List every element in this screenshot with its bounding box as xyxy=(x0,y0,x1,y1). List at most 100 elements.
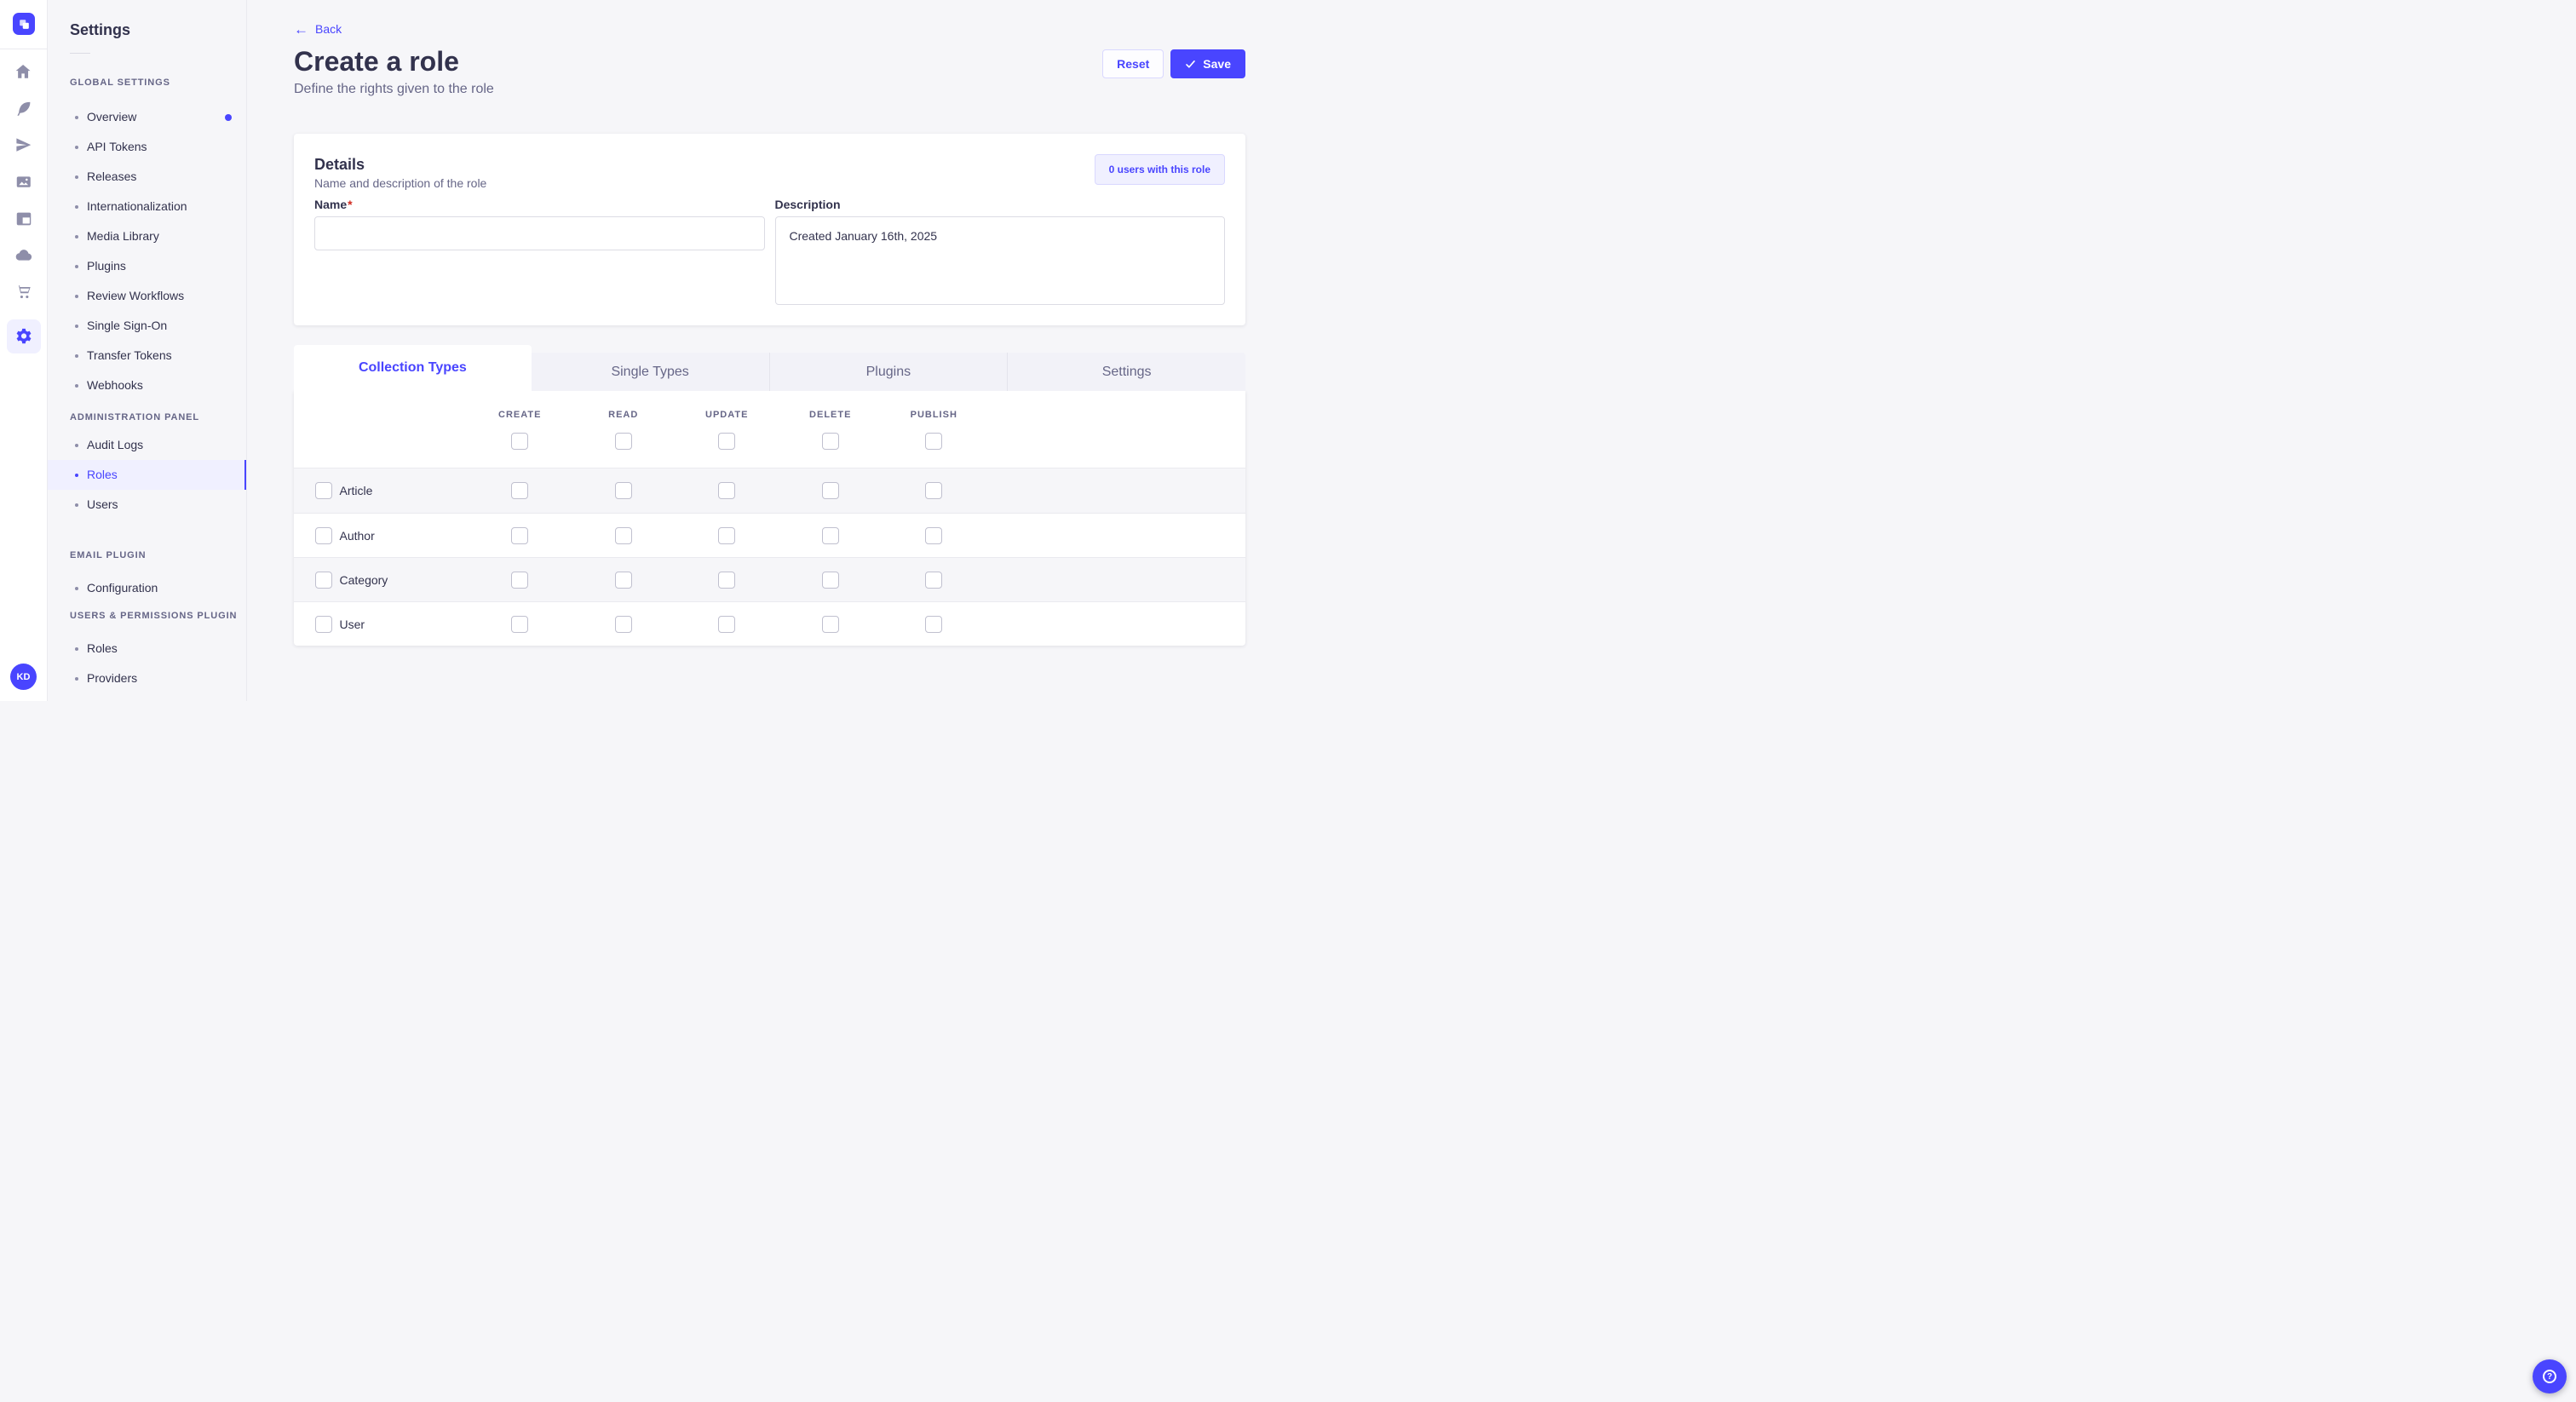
name-label: Name* xyxy=(314,198,765,210)
permissions-tabs: Collection TypesSingle TypesPluginsSetti… xyxy=(294,345,1245,391)
back-arrow-icon: ← xyxy=(294,22,308,37)
avatar[interactable]: KD xyxy=(10,664,37,690)
sidebar-item-single-sign-on[interactable]: Single Sign-On xyxy=(48,311,246,341)
author-row-checkbox[interactable] xyxy=(315,527,332,544)
description-field[interactable]: Created January 16th, 2025 xyxy=(775,216,1226,305)
select-all-create-checkbox[interactable] xyxy=(511,433,528,450)
sidebar-item-providers[interactable]: Providers xyxy=(48,664,246,693)
layout-icon[interactable] xyxy=(14,210,33,228)
category-read-checkbox[interactable] xyxy=(615,572,632,589)
page-title: Create a role xyxy=(294,44,494,78)
author-delete-checkbox[interactable] xyxy=(822,527,839,544)
tab-single-types[interactable]: Single Types xyxy=(532,353,769,391)
home-icon[interactable] xyxy=(14,63,33,82)
column-header-delete: DELETE xyxy=(809,410,851,421)
back-link[interactable]: ← Back xyxy=(294,20,342,37)
user-delete-checkbox[interactable] xyxy=(822,616,839,633)
details-title: Details xyxy=(314,154,486,175)
author-publish-checkbox[interactable] xyxy=(925,527,942,544)
select-all-read-checkbox[interactable] xyxy=(615,433,632,450)
sidebar-item-label: Plugins xyxy=(87,259,126,273)
sidebar-section-header: EMAIL PLUGIN xyxy=(70,550,246,561)
main-content: ← Back Create a role Define the rights g… xyxy=(247,0,1288,701)
bullet-icon xyxy=(75,647,78,651)
category-update-checkbox[interactable] xyxy=(718,572,735,589)
sidebar-item-releases[interactable]: Releases xyxy=(48,162,246,192)
sidebar-item-label: Media Library xyxy=(87,229,159,244)
sidebar-title: Settings xyxy=(70,19,246,41)
users-with-role-badge[interactable]: 0 users with this role xyxy=(1095,154,1225,185)
user-row-checkbox[interactable] xyxy=(315,616,332,633)
cart-icon[interactable] xyxy=(14,283,33,302)
category-delete-checkbox[interactable] xyxy=(822,572,839,589)
name-field[interactable] xyxy=(314,216,765,250)
bullet-icon xyxy=(75,587,78,590)
bullet-icon xyxy=(75,474,78,477)
sidebar-item-internationalization[interactable]: Internationalization xyxy=(48,192,246,221)
article-create-checkbox[interactable] xyxy=(511,482,528,499)
tab-collection-types[interactable]: Collection Types xyxy=(294,345,532,391)
tab-settings[interactable]: Settings xyxy=(1007,353,1245,391)
category-create-checkbox[interactable] xyxy=(511,572,528,589)
description-label: Description xyxy=(775,198,1226,210)
article-update-checkbox[interactable] xyxy=(718,482,735,499)
sidebar-item-roles[interactable]: Roles xyxy=(48,460,246,490)
category-row-checkbox[interactable] xyxy=(315,572,332,589)
save-button[interactable]: Save xyxy=(1170,49,1245,78)
select-all-update-checkbox[interactable] xyxy=(718,433,735,450)
user-read-checkbox[interactable] xyxy=(615,616,632,633)
page-subtitle: Define the rights given to the role xyxy=(294,80,494,99)
sidebar-item-media-library[interactable]: Media Library xyxy=(48,221,246,251)
category-publish-checkbox[interactable] xyxy=(925,572,942,589)
sidebar-item-label: Transfer Tokens xyxy=(87,348,172,363)
media-icon[interactable] xyxy=(14,173,33,192)
reset-button[interactable]: Reset xyxy=(1102,49,1164,78)
cloud-icon[interactable] xyxy=(14,246,33,265)
sidebar-item-audit-logs[interactable]: Audit Logs xyxy=(48,430,246,460)
author-update-checkbox[interactable] xyxy=(718,527,735,544)
notification-dot-icon xyxy=(225,114,232,121)
help-button[interactable]: ? xyxy=(2533,1359,2567,1393)
select-all-publish-checkbox[interactable] xyxy=(925,433,942,450)
sidebar-item-label: Review Workflows xyxy=(87,289,184,303)
strapi-logo[interactable] xyxy=(13,13,35,35)
article-read-checkbox[interactable] xyxy=(615,482,632,499)
select-all-delete-checkbox[interactable] xyxy=(822,433,839,450)
settings-sidebar: Settings GLOBAL SETTINGSOverviewAPI Toke… xyxy=(48,0,247,701)
check-icon xyxy=(1185,59,1196,70)
sidebar-item-overview[interactable]: Overview xyxy=(48,102,246,132)
sidebar-item-users[interactable]: Users xyxy=(48,490,246,520)
sidebar-item-roles[interactable]: Roles xyxy=(48,634,246,664)
sidebar-item-webhooks[interactable]: Webhooks xyxy=(48,371,246,400)
user-create-checkbox[interactable] xyxy=(511,616,528,633)
sidebar-item-configuration[interactable]: Configuration xyxy=(48,573,246,603)
sidebar-item-label: Overview xyxy=(87,110,136,124)
author-create-checkbox[interactable] xyxy=(511,527,528,544)
gear-icon[interactable] xyxy=(7,319,41,353)
article-row-checkbox[interactable] xyxy=(315,482,332,499)
paper-plane-icon[interactable] xyxy=(14,136,33,155)
sidebar-item-label: Audit Logs xyxy=(87,438,143,452)
back-label: Back xyxy=(315,22,342,36)
tab-plugins[interactable]: Plugins xyxy=(769,353,1008,391)
permission-row-category: Category xyxy=(294,557,1245,601)
article-publish-checkbox[interactable] xyxy=(925,482,942,499)
column-header-read: READ xyxy=(608,410,638,421)
bullet-icon xyxy=(75,116,78,119)
row-label: Author xyxy=(332,529,469,543)
sidebar-item-plugins[interactable]: Plugins xyxy=(48,251,246,281)
user-publish-checkbox[interactable] xyxy=(925,616,942,633)
sidebar-item-label: API Tokens xyxy=(87,140,147,154)
row-label: Article xyxy=(332,484,469,497)
user-update-checkbox[interactable] xyxy=(718,616,735,633)
author-read-checkbox[interactable] xyxy=(615,527,632,544)
bullet-icon xyxy=(75,295,78,298)
sidebar-item-transfer-tokens[interactable]: Transfer Tokens xyxy=(48,341,246,371)
strapi-logo-icon xyxy=(17,17,32,32)
article-delete-checkbox[interactable] xyxy=(822,482,839,499)
sidebar-item-label: Webhooks xyxy=(87,378,143,393)
sidebar-item-api-tokens[interactable]: API Tokens xyxy=(48,132,246,162)
icon-rail: KD xyxy=(0,0,48,701)
feather-icon[interactable] xyxy=(14,100,33,118)
sidebar-item-review-workflows[interactable]: Review Workflows xyxy=(48,281,246,311)
